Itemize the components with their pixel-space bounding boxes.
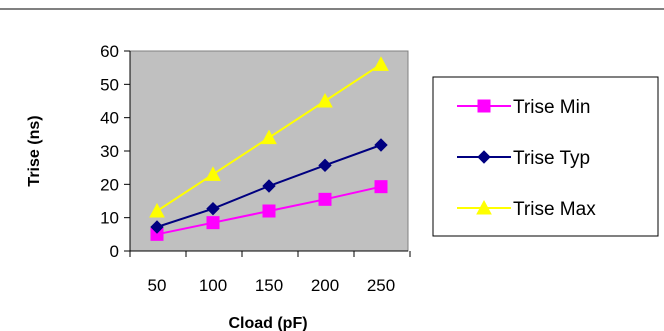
legend-item-0: Trise Min (457, 97, 590, 118)
x-axis: 50 100 150 200 250 (129, 250, 411, 295)
y-tick-label: 60 (100, 42, 119, 61)
legend-label: Trise Min (513, 97, 590, 118)
data-point (261, 129, 277, 145)
x-tick-label: 150 (255, 276, 283, 295)
data-point (149, 202, 165, 218)
data-point (374, 180, 388, 194)
y-axis-title: Trise (ns) (26, 115, 43, 186)
legend-item-2: Trise Max (457, 199, 596, 220)
y-tick-label: 0 (110, 242, 119, 261)
y-tick-label: 30 (100, 142, 119, 161)
y-tick-label: 50 (100, 75, 119, 94)
legend-items: Trise Min Trise Typ Trise Max (457, 97, 596, 220)
data-point (374, 138, 388, 152)
y-tick-label: 20 (100, 175, 119, 194)
series-0 (150, 180, 388, 241)
data-point (262, 204, 276, 218)
data-point (205, 166, 221, 181)
y-tick-label: 10 (100, 209, 119, 228)
data-point (317, 92, 333, 108)
x-tick-label: 100 (199, 276, 227, 295)
legend-item-1: Trise Typ (457, 148, 590, 169)
legend-label: Trise Max (513, 199, 596, 220)
series-1 (150, 138, 388, 234)
data-point (318, 158, 332, 173)
x-axis-title: Cload (pF) (228, 315, 307, 331)
x-tick-label: 200 (311, 276, 339, 295)
x-tick-label: 50 (148, 276, 167, 295)
y-axis: 0 10 20 30 40 50 60 (100, 42, 131, 261)
data-point (373, 56, 389, 71)
data-point (206, 201, 220, 216)
legend-marker (476, 199, 492, 215)
data-point (318, 192, 332, 206)
series-layer (149, 56, 389, 241)
legend-marker (477, 99, 491, 113)
series-2 (149, 56, 389, 218)
data-point (206, 216, 220, 230)
data-point (150, 220, 164, 234)
legend-marker (477, 150, 491, 164)
x-tick-label: 250 (367, 276, 395, 295)
legend-label: Trise Typ (513, 148, 590, 169)
y-tick-label: 40 (100, 109, 119, 128)
data-point (262, 179, 276, 193)
